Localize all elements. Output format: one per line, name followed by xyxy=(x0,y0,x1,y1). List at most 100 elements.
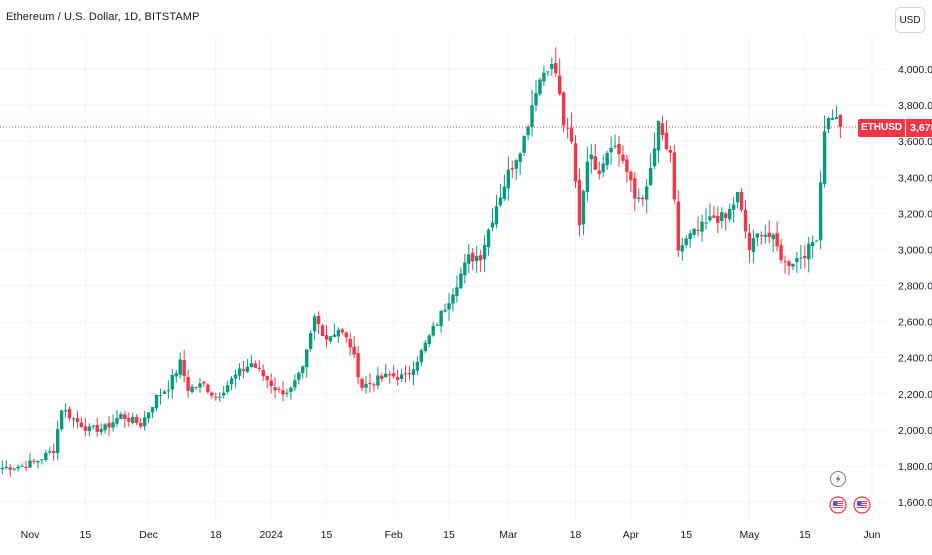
candle-body xyxy=(308,332,313,349)
candle xyxy=(826,116,831,133)
y-tick-label: 1,600.0 xyxy=(898,497,932,509)
us-flag-icon[interactable] xyxy=(829,496,847,514)
candle xyxy=(498,184,503,207)
candle xyxy=(522,135,526,157)
candle xyxy=(297,371,301,385)
candle-body xyxy=(688,233,692,240)
candle-body xyxy=(775,232,779,247)
price-axis[interactable]: 1,600.0 1,800.0 2,000.0 2,200.0 2,400.0 2,600… xyxy=(898,64,932,509)
candle-body xyxy=(597,170,601,175)
x-tick-label: 15 xyxy=(680,529,692,541)
candle-body xyxy=(273,387,277,391)
candle-body xyxy=(119,413,123,419)
candle xyxy=(625,154,629,183)
candle xyxy=(419,348,424,367)
candle xyxy=(376,367,380,389)
candle-body xyxy=(522,135,526,153)
candle xyxy=(751,229,756,264)
candle xyxy=(206,383,210,394)
candle-body xyxy=(534,93,538,106)
candle-body xyxy=(459,273,463,289)
candle xyxy=(308,330,313,352)
candle-body xyxy=(289,387,293,392)
symbol-title: Ethereum / U.S. Dollar, 1D, BITSTAMP xyxy=(6,11,200,23)
time-axis[interactable]: Nov 15 Dec 18 2024 15 Feb 15 Mar 18 Apr 15 May 15 Jun xyxy=(21,529,881,541)
candle xyxy=(380,373,384,383)
candle-body xyxy=(202,381,206,384)
candle xyxy=(506,156,511,201)
candle-body xyxy=(28,460,32,468)
candle-body xyxy=(40,459,44,461)
candle xyxy=(372,382,376,392)
candle xyxy=(577,168,582,237)
candle-body xyxy=(577,180,582,226)
candle xyxy=(727,203,732,223)
candle-body xyxy=(340,329,344,333)
candle-body xyxy=(573,143,578,182)
candle xyxy=(708,203,712,222)
candle xyxy=(478,249,483,272)
candle xyxy=(791,263,795,270)
candle-body xyxy=(115,418,119,424)
candle xyxy=(731,196,736,223)
candle xyxy=(324,325,329,347)
candle xyxy=(755,233,760,247)
candle xyxy=(336,327,341,343)
candle xyxy=(510,160,514,178)
candle-body xyxy=(245,366,250,373)
candle xyxy=(538,77,542,97)
candle xyxy=(71,417,76,428)
us-flag-icon[interactable] xyxy=(853,496,871,514)
candle-body xyxy=(83,426,88,431)
candle xyxy=(127,412,131,427)
candle-body xyxy=(344,332,348,338)
x-tick-label: Jun xyxy=(864,529,881,541)
candle-body xyxy=(471,252,475,262)
candle xyxy=(787,259,791,276)
candle xyxy=(427,333,431,348)
candle xyxy=(186,370,190,398)
last-price-badge: ETHUSD 3,678.4 xyxy=(858,119,932,137)
candle-body xyxy=(32,460,36,462)
candle-body xyxy=(807,243,811,260)
candle-body xyxy=(316,316,321,325)
candle xyxy=(593,144,597,171)
candle-body xyxy=(166,390,171,392)
candle-body xyxy=(423,342,428,352)
candle-body xyxy=(633,178,637,199)
candle-body xyxy=(127,418,131,422)
currency-button[interactable]: USD xyxy=(895,7,925,33)
candle-body xyxy=(186,377,190,391)
y-tick-label: 2,200.0 xyxy=(898,389,932,401)
candle xyxy=(783,255,787,274)
candle xyxy=(605,150,609,170)
candle-body xyxy=(206,384,210,393)
candle-body xyxy=(779,245,783,261)
candle xyxy=(237,363,242,381)
candle-body xyxy=(724,213,728,219)
candle xyxy=(55,420,60,460)
candle xyxy=(554,47,558,78)
candle xyxy=(818,170,823,250)
candle xyxy=(407,365,412,380)
candle xyxy=(166,380,171,399)
lightning-icon[interactable] xyxy=(830,471,846,487)
candle-body xyxy=(735,192,740,203)
candle-body xyxy=(59,410,64,430)
candle xyxy=(245,359,250,374)
candle xyxy=(150,407,155,419)
candle xyxy=(182,349,186,383)
candle xyxy=(569,112,574,145)
candle xyxy=(40,459,44,465)
candle xyxy=(289,386,293,400)
candle xyxy=(720,207,724,229)
event-markers[interactable] xyxy=(829,471,871,514)
candle xyxy=(652,132,657,169)
candle xyxy=(672,144,677,204)
candle-body xyxy=(759,235,764,237)
candle-body xyxy=(502,186,507,199)
candle-body xyxy=(24,467,28,469)
candle-body xyxy=(629,171,633,181)
